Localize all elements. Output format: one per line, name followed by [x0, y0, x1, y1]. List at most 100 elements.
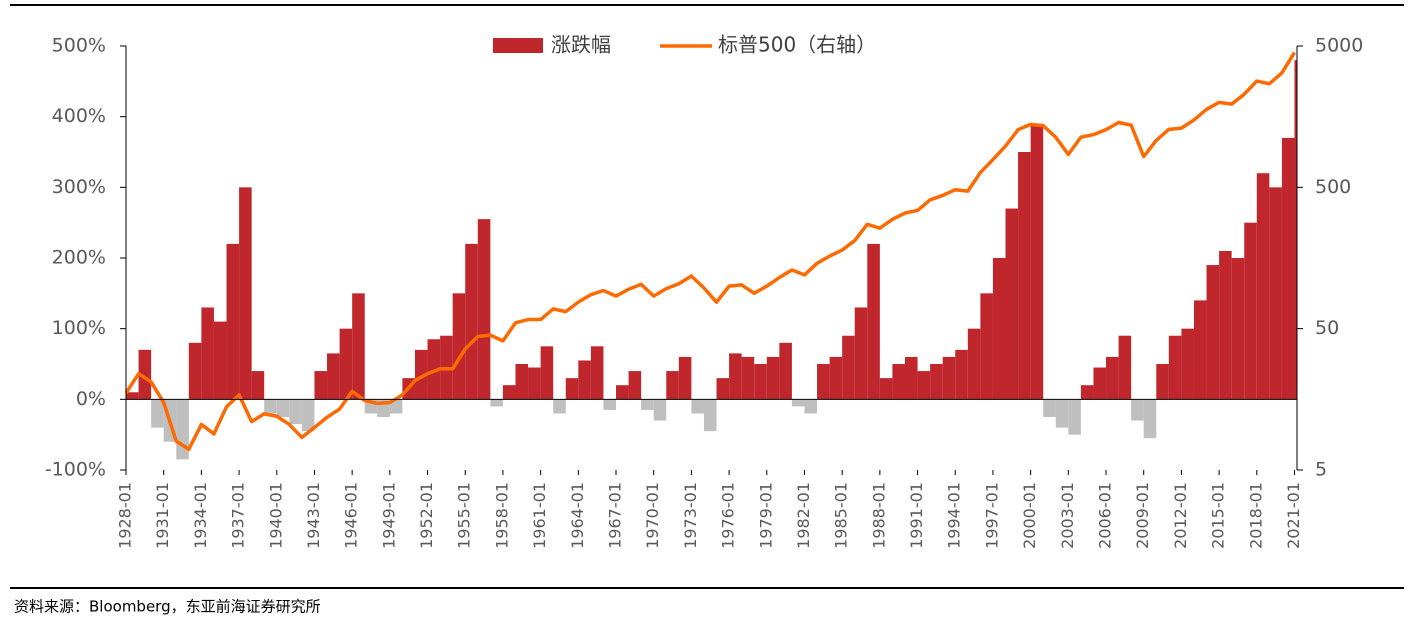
bar [804, 399, 818, 414]
bar [967, 328, 981, 400]
x-tick-label: 2015-01 [1209, 482, 1228, 549]
bar [201, 307, 214, 400]
bar [1256, 173, 1270, 400]
bar [1068, 399, 1081, 435]
x-tick-label: 1979-01 [756, 482, 775, 549]
bar [1118, 335, 1132, 400]
x-tick-label: 2003-01 [1058, 482, 1077, 549]
legend-swatch [493, 38, 543, 53]
bar [917, 371, 931, 400]
bar [553, 399, 566, 414]
bar [327, 353, 340, 400]
bar [817, 364, 830, 400]
x-tick-label: 1946-01 [342, 482, 361, 549]
bar [842, 335, 855, 400]
y-tick-label: 200% [52, 247, 106, 269]
bar [616, 385, 629, 400]
bar [565, 378, 579, 400]
bar [729, 353, 742, 400]
bar [226, 243, 240, 400]
bar [992, 258, 1006, 400]
x-tick-label: 2000-01 [1020, 482, 1039, 549]
x-tick-label: 1928-01 [116, 482, 135, 549]
legend-label: 标普500（右轴） [718, 33, 876, 57]
legend-label: 涨跌幅 [551, 33, 611, 57]
x-tick-label: 1967-01 [606, 482, 625, 549]
bar [628, 371, 642, 400]
bar [213, 321, 227, 400]
bar [590, 346, 604, 400]
x-tick-label: 1955-01 [455, 482, 474, 549]
bar [389, 399, 403, 414]
bar [892, 364, 905, 400]
bar [427, 339, 441, 400]
bar [414, 349, 428, 400]
bar [151, 399, 164, 428]
bar [502, 385, 516, 400]
bar [465, 243, 478, 400]
x-tick-label: 2018-01 [1246, 482, 1265, 549]
bar [1231, 258, 1245, 400]
y-tick-label: -100% [45, 459, 106, 481]
bar [490, 399, 503, 407]
x-tick-label: 1937-01 [229, 482, 248, 549]
bar [716, 378, 730, 400]
x-tick-label: 1943-01 [304, 482, 323, 549]
x-tick-label: 1985-01 [832, 482, 851, 549]
bar [829, 356, 843, 400]
bar [904, 356, 918, 400]
bar [1106, 356, 1119, 400]
bar [942, 356, 956, 400]
bar [176, 399, 189, 460]
y-tick-label: 100% [52, 317, 106, 339]
bar [955, 349, 968, 400]
bar [879, 378, 893, 400]
x-tick-label: 1964-01 [568, 482, 587, 549]
x-tick-label: 1961-01 [530, 482, 549, 549]
bar [754, 364, 767, 400]
bar [1294, 60, 1297, 400]
x-tick-label: 1949-01 [379, 482, 398, 549]
bar [766, 356, 780, 400]
source: 资料来源：Bloomberg，东亚前海证券研究所 [14, 598, 321, 616]
y2-tick-label: 5 [1315, 459, 1327, 481]
y-tick-label: 400% [52, 105, 106, 127]
bar [138, 349, 152, 400]
bar [980, 293, 993, 400]
x-tick-label: 1931-01 [153, 482, 172, 549]
bar [276, 399, 290, 417]
y2-tick-label: 500 [1315, 176, 1351, 198]
bar [578, 360, 591, 400]
bar [264, 399, 277, 414]
x-tick-label: 1982-01 [794, 482, 813, 549]
bar [791, 399, 805, 407]
bar [691, 399, 704, 414]
bar [314, 371, 328, 400]
bar [678, 356, 692, 400]
bar [339, 328, 353, 400]
y2-tick-label: 50 [1315, 317, 1339, 339]
x-tick-label: 1934-01 [191, 482, 210, 549]
bar [603, 399, 617, 410]
bar [477, 219, 491, 400]
bar [1093, 367, 1107, 400]
x-tick-label: 2021-01 [1284, 482, 1303, 549]
y-tick-label: 0% [76, 388, 106, 410]
bar [1030, 123, 1044, 400]
bar [251, 371, 265, 400]
bar [1005, 208, 1019, 400]
y2-tick-label: 5000 [1315, 35, 1363, 57]
bar [1219, 250, 1232, 400]
bar [1055, 399, 1069, 428]
bar [854, 307, 868, 400]
sp500-line [124, 51, 1296, 452]
bar [1018, 152, 1031, 400]
bar [666, 371, 679, 400]
bar [1193, 300, 1207, 400]
y-tick-label: 300% [52, 176, 106, 198]
bar [779, 342, 792, 400]
x-tick-label: 1973-01 [681, 482, 700, 549]
bar [301, 399, 315, 432]
x-tick-label: 1991-01 [907, 482, 926, 549]
x-tick-label: 1970-01 [643, 482, 662, 549]
